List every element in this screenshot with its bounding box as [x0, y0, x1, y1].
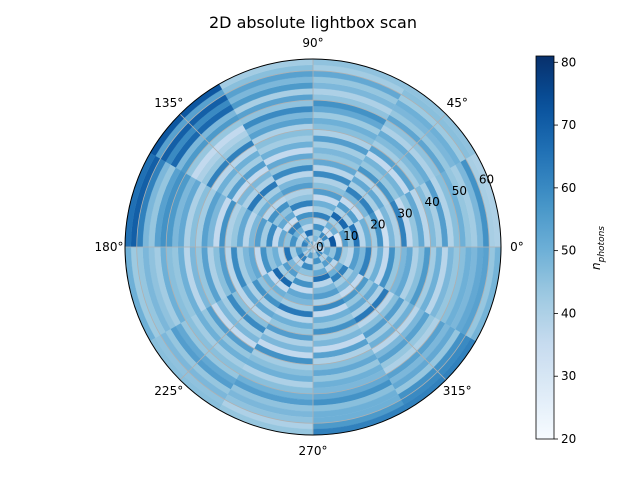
theta-tick-label: 135° — [154, 96, 183, 110]
theta-tick-label: 45° — [447, 96, 468, 110]
radial-tick-label: 60 — [479, 173, 494, 187]
colorbar-tick-label: 40 — [561, 306, 576, 320]
theta-tick-label: 180° — [95, 240, 124, 254]
chart-title: 2D absolute lightbox scan — [209, 13, 417, 32]
colorbar-label: nphotons — [589, 226, 607, 270]
colorbar-gradient — [535, 55, 555, 440]
angular-gridline — [179, 113, 314, 248]
theta-tick-label: 0° — [510, 240, 524, 254]
polar-grid — [124, 58, 502, 436]
colorbar-tick-label: 50 — [561, 244, 576, 258]
colorbar-tick-label: 30 — [561, 369, 576, 383]
theta-tick-labels: 0° 45° 90° 135° 180° 225° 270° 315° — [95, 36, 524, 458]
theta-tick-label: 90° — [302, 36, 323, 50]
angular-gridline — [312, 113, 447, 248]
theta-tick-label: 270° — [299, 444, 328, 458]
radial-tick-label: 30 — [397, 206, 412, 220]
radial-tick-label: 20 — [370, 218, 385, 232]
angular-gridline — [179, 246, 314, 381]
radial-tick-label: 50 — [452, 184, 467, 198]
radial-tick-label: 10 — [343, 229, 358, 243]
colorbar-tick-label: 20 — [561, 432, 576, 446]
colorbar-ticks: 20 30 40 50 60 70 80 — [554, 55, 576, 446]
radial-tick-label: 40 — [425, 195, 440, 209]
angular-gridline — [312, 246, 447, 381]
theta-tick-label: 225° — [154, 384, 183, 398]
colorbar: 20 30 40 50 60 70 80 nphotons — [535, 55, 607, 446]
radial-tick-label: 0 — [316, 240, 324, 254]
colorbar-tick-label: 80 — [561, 55, 576, 69]
colorbar-tick-label: 60 — [561, 181, 576, 195]
polar-frame — [124, 58, 502, 436]
radial-tick-labels: 0 10 20 30 40 50 60 — [316, 173, 494, 254]
colorbar-tick-label: 70 — [561, 118, 576, 132]
theta-tick-label: 315° — [443, 384, 472, 398]
